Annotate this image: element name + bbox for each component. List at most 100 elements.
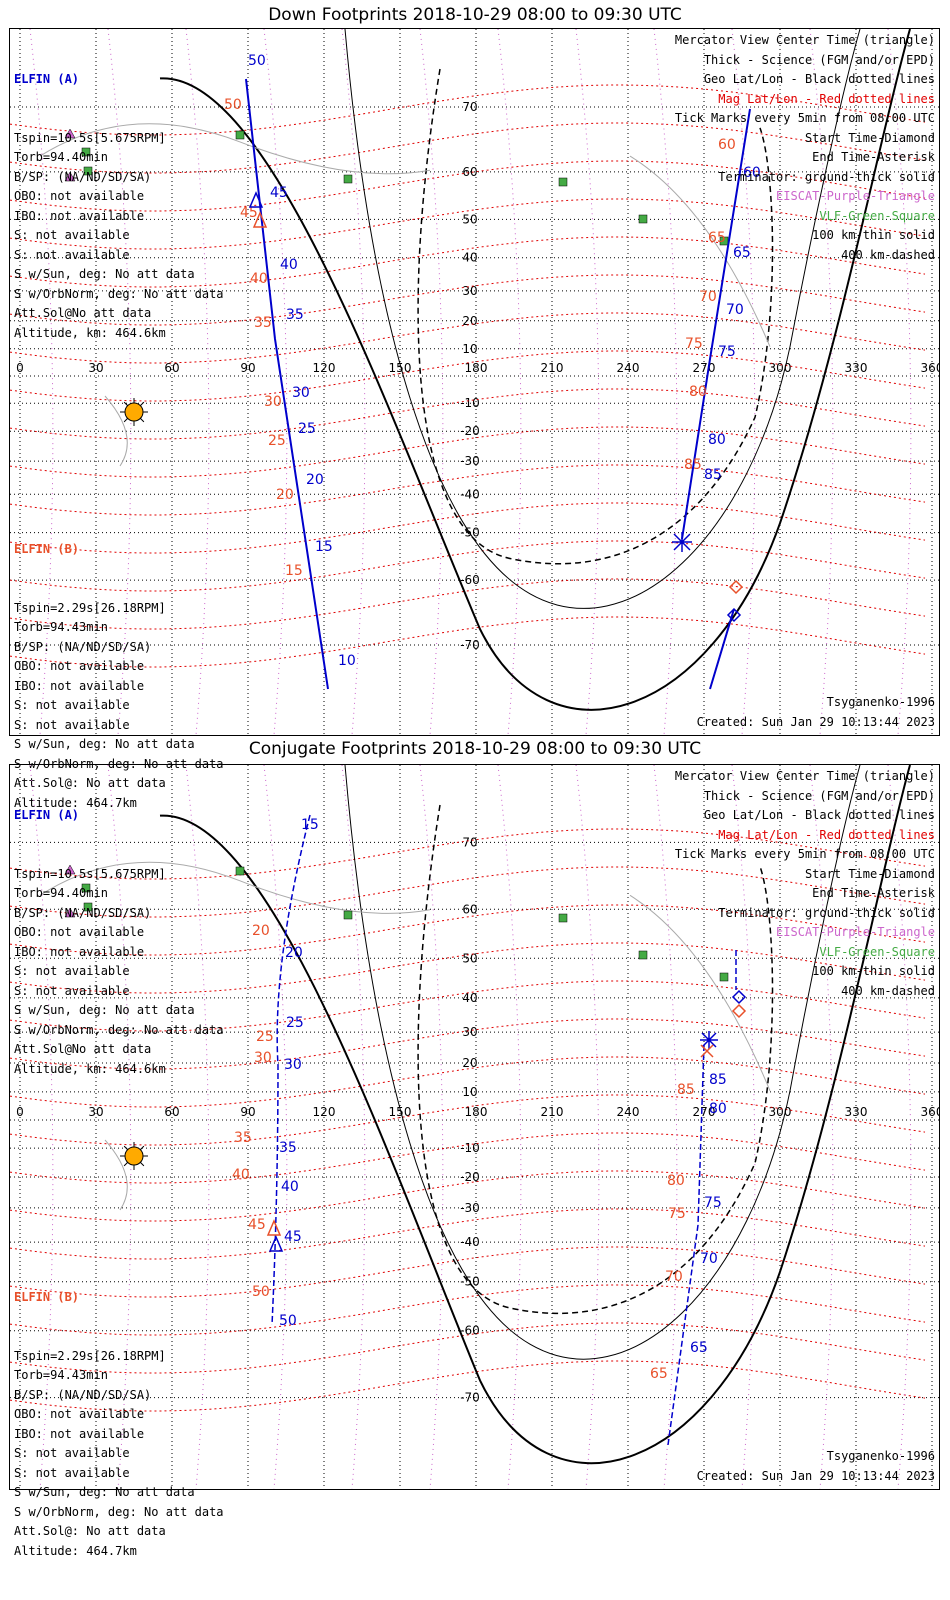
center-time-b-icon: [266, 1219, 282, 1236]
lat-label: -50: [460, 526, 480, 540]
lon-label: 0: [16, 1105, 24, 1119]
mag-lon-line: [419, 765, 444, 1489]
elfin-a-tick-label: 40: [280, 257, 298, 273]
legend-item: VLF-Green-Square: [819, 208, 935, 223]
elfin-b-tick-label: 30: [264, 394, 282, 410]
elfin-b-tick-label: 35: [254, 315, 272, 331]
vlf-station-icon: [235, 130, 245, 140]
mag-lat-line: [10, 904, 926, 956]
mag-lon-line: [575, 765, 600, 1489]
elfin-a-line: Att.Sol@No att data: [14, 1042, 152, 1056]
vlf-station-icon: [558, 177, 568, 187]
mag-lat-line: [10, 1132, 926, 1184]
legend-item: Mag Lat/Lon - Red dotted lines: [718, 91, 935, 106]
end-asterisk-a-icon: [672, 532, 692, 552]
elfin-b-tick-label: 50: [252, 1284, 270, 1300]
elfin-a-line: Tspin=10.5s[5.675RPM]: [14, 130, 166, 145]
lat-label: 40: [462, 251, 477, 265]
lat-label: 60: [462, 165, 477, 179]
lat-label: 30: [462, 1025, 477, 1039]
elfin-b-lines: Tspin=2.29s[26.18RPM] Torb=94.43min B/SP: …: [14, 599, 224, 814]
elfin-a-tick-label: 85: [704, 467, 722, 483]
lat-label: 50: [462, 212, 477, 226]
lat-label: -40: [460, 487, 480, 501]
mag-lon-line: [809, 29, 834, 735]
lat-label: 20: [462, 314, 477, 328]
legend-item: Terminator: ground-thick solid: [718, 905, 935, 920]
elfin-b-tick-label: 50: [224, 97, 242, 113]
mag-lon-line: [263, 29, 288, 735]
legend-item: Start Time-Diamond: [804, 130, 935, 145]
elfin-a-line: Altitude, km: 464.6km: [14, 1061, 166, 1076]
terminator-ground: [159, 765, 911, 1465]
elfin-a-line: S w/Sun, deg: No att data: [14, 1003, 195, 1017]
eiscat-station-icon: [64, 864, 76, 875]
lat-label: -70: [460, 638, 480, 652]
elfin-a-tick-label: 60: [743, 165, 761, 181]
elfin-a-line: B/SP: (NA/ND/SD/SA): [14, 169, 152, 184]
elfin-b-tick-label: 85: [677, 1082, 695, 1098]
elfin-b-tick-label: 75: [668, 1206, 686, 1222]
elfin-b-tick-label: 85: [684, 457, 702, 473]
legend-item: End Time-Asterisk: [812, 150, 935, 164]
elfin-a-line: Tspin=10.5s[5.675RPM]: [14, 866, 166, 881]
elfin-b-header: ELFIN (B): [14, 542, 80, 556]
elfin-b-line: IBO: not available: [14, 1426, 145, 1441]
elfin-b-tick-label: 25: [268, 433, 286, 449]
elfin-a-track: [271, 814, 311, 1326]
mag-lat-line: [10, 866, 926, 918]
elfin-a-lines: Tspin=10.5s[5.675RPM] Torb=94.40min B/SP: …: [14, 129, 224, 344]
elfin-a-line: Att.Sol@No att data: [14, 306, 152, 320]
elfin-b-line: Tspin=2.29s[26.18RPM]: [14, 600, 166, 615]
lat-label: 50: [462, 951, 477, 965]
end-asterisk-b-icon: [700, 1044, 714, 1058]
elfin-b-tick-label: 45: [240, 205, 258, 221]
elfin-a-header: ELFIN (A): [14, 808, 80, 822]
elfin-a-tick-label: 45: [270, 185, 288, 201]
mag-lat-line: [10, 426, 926, 478]
start-diamond-b-icon: [728, 579, 744, 595]
down-footprints-panel: 0306090120150180210240270300330360706050…: [9, 28, 940, 810]
elfin-b-line: S w/OrbNorm, deg: No att data: [14, 756, 224, 771]
mag-lat-line: [10, 578, 926, 630]
elfin-a-tick-label: 80: [709, 1101, 727, 1117]
legend-item: 400 km-dashed: [841, 983, 935, 998]
lon-label: 120: [313, 361, 336, 375]
elfin-b-tick-label: 80: [689, 384, 707, 400]
elfin-a-line: OBO: not available: [14, 189, 145, 203]
legend-item: Mag Lat/Lon - Red dotted lines: [718, 827, 935, 842]
mag-lat-line: [10, 1246, 926, 1298]
start-diamond-a-icon: [731, 989, 747, 1005]
elfin-b-tick-label: 60: [718, 137, 736, 153]
elfin-b-info: ELFIN (B) Tspin=2.29s[26.18RPM] Torb=94.4…: [14, 1249, 224, 1600]
elfin-b-tick-label: 70: [665, 1269, 683, 1285]
lon-label: 360: [921, 1105, 939, 1119]
elfin-b-lines: Tspin=2.29s[26.18RPM] Torb=94.43min B/SP: …: [14, 1347, 224, 1562]
elfin-a-header: ELFIN (A): [14, 72, 80, 86]
mag-lon-line: [263, 765, 288, 1489]
lon-label: 240: [617, 1105, 640, 1119]
lon-label: 30: [88, 1105, 103, 1119]
elfin-a-tick-label: 35: [279, 1140, 297, 1156]
elfin-a-tick-label: 75: [704, 1195, 722, 1211]
lon-label: 90: [240, 1105, 255, 1119]
lat-label: -40: [460, 1235, 480, 1249]
mag-lat-line: [10, 1208, 926, 1260]
legend-item: Mercator View Center Time (triangle): [674, 33, 935, 47]
lon-label: 180: [465, 1105, 488, 1119]
elfin-a-line: IBO: not available: [14, 944, 145, 959]
center-time-a-icon: [248, 191, 264, 208]
mag-lon-line: [107, 29, 132, 735]
eiscat-station-icon: [64, 128, 76, 139]
elfin-a-tick-label: 25: [286, 1015, 304, 1031]
lat-label: 30: [462, 284, 477, 298]
legend-item: Thick - Science (FGM and/or EPD): [703, 52, 935, 67]
legend-item: Terminator: ground-thick solid: [718, 169, 935, 184]
legend-item: Geo Lat/Lon - Black dotted lines: [703, 808, 935, 822]
mag-lat-line: [10, 122, 926, 174]
elfin-b-tick-label: 45: [248, 1217, 266, 1233]
elfin-b-line: S: not available: [14, 1465, 130, 1480]
elfin-a-info: ELFIN (A) Tspin=10.5s[5.675RPM] Torb=94.4…: [14, 31, 224, 382]
lat-label: 70: [462, 100, 477, 114]
lon-label: 240: [617, 361, 640, 375]
